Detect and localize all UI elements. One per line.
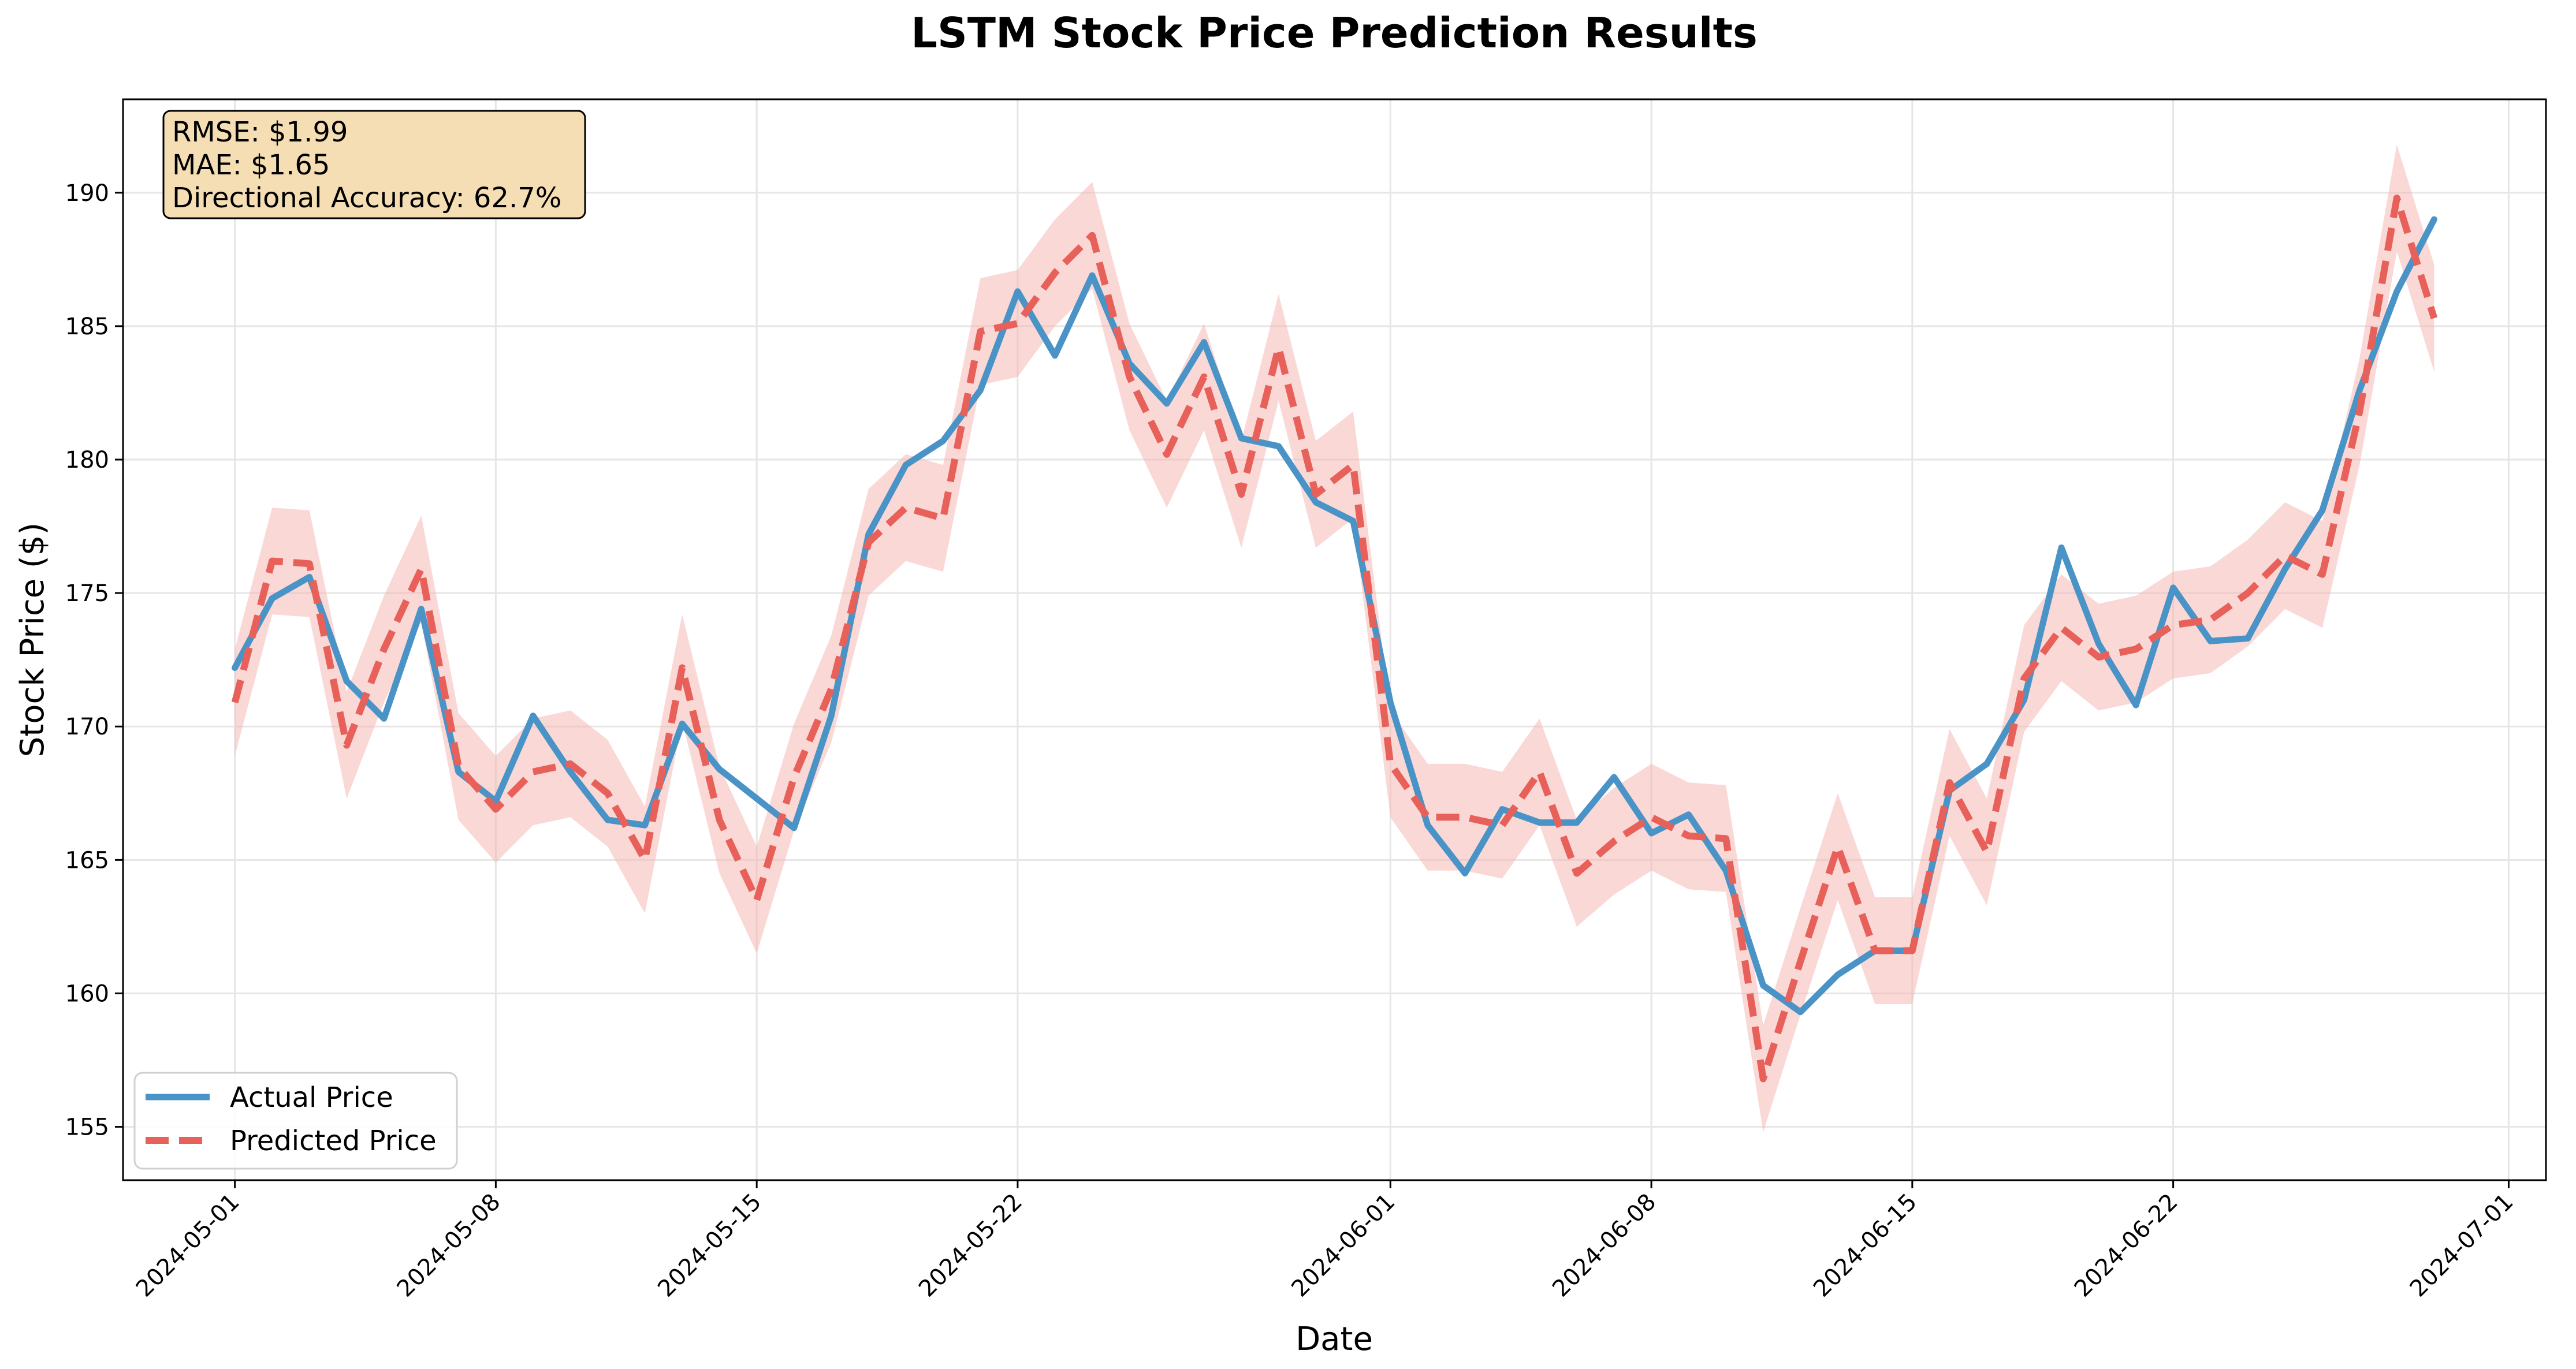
y-tick-label: 190 <box>65 180 109 207</box>
actual-price-line <box>232 216 2437 1016</box>
legend-actual-label: Actual Price <box>230 1081 393 1114</box>
chart-title: LSTM Stock Price Prediction Results <box>911 9 1758 57</box>
y-tick-label: 155 <box>65 1114 109 1141</box>
y-tick-label: 170 <box>65 714 109 740</box>
legend: Actual Price Predicted Price <box>133 1072 458 1170</box>
metrics-annotation: RMSE: $1.99 MAE: $1.65 Directional Accur… <box>162 110 586 219</box>
annotation-directional-accuracy: Directional Accuracy: 62.7% <box>172 182 561 214</box>
annotation-rmse: RMSE: $1.99 <box>172 116 348 148</box>
y-axis-label: Stock Price ($) <box>14 523 51 758</box>
y-tick-label: 160 <box>65 980 109 1007</box>
y-tick-label: 180 <box>65 447 109 473</box>
annotation-mae: MAE: $1.65 <box>172 149 330 181</box>
predicted-price-line <box>231 195 2438 1083</box>
annotation-box <box>162 110 586 219</box>
y-axis-ticks: 155 160 165 170 175 180 185 190 <box>65 180 123 1141</box>
legend-predicted-label: Predicted Price <box>230 1125 437 1157</box>
plot-frame <box>122 98 2547 1181</box>
y-tick-label: 175 <box>65 580 109 607</box>
legend-box <box>133 1072 458 1170</box>
y-tick-label: 185 <box>65 314 109 340</box>
x-axis-label: Date <box>1296 1320 1373 1358</box>
y-tick-label: 165 <box>65 847 109 874</box>
